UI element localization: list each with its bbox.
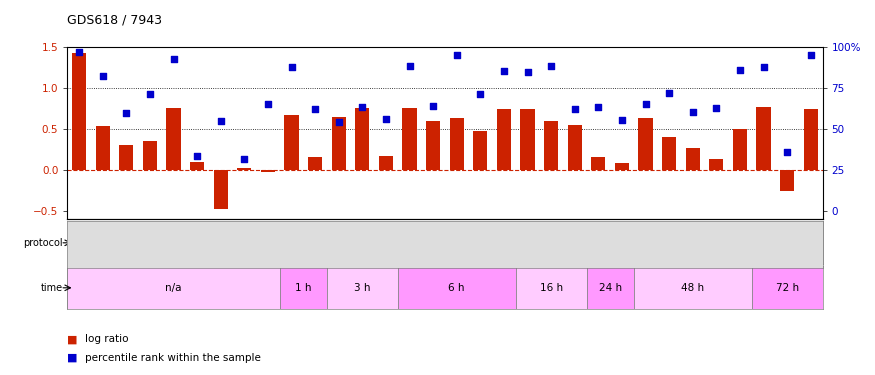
Bar [639,118,653,170]
Point [426,103,440,109]
Point [686,109,700,115]
Point [379,116,393,122]
Text: percentile rank within the sample: percentile rank within the sample [85,353,261,363]
Point [284,64,298,70]
Bar [209,221,280,264]
Bar [72,54,87,170]
Bar [398,266,515,309]
Bar [592,157,605,170]
Bar [615,163,629,170]
Bar [327,266,398,309]
Point [497,68,511,74]
Bar [379,156,393,170]
Bar [143,141,157,170]
Text: control: control [226,238,262,248]
Text: 24 h: 24 h [598,283,621,293]
Point [544,63,558,69]
Text: 1 h: 1 h [295,283,311,293]
Bar [119,146,134,170]
Bar [332,117,346,170]
Bar [67,221,209,264]
Point [214,118,228,124]
Text: protocol: protocol [24,238,63,248]
Bar [515,266,586,309]
Point [662,90,676,96]
Text: time: time [41,283,63,293]
Point [237,156,251,162]
Text: hemorrhage: hemorrhage [519,238,583,248]
Bar [544,121,558,170]
Text: ■: ■ [67,334,78,344]
Point [473,91,487,97]
Point [568,106,582,112]
Point [733,67,747,73]
Point [190,153,204,159]
Bar [780,170,794,190]
Bar [214,170,228,209]
Bar [634,266,752,309]
Point [639,101,653,107]
Point [308,106,322,112]
Point [72,49,86,55]
Bar [710,159,724,170]
Text: GDS618 / 7943: GDS618 / 7943 [67,13,163,26]
Text: 72 h: 72 h [775,283,799,293]
Bar [473,132,487,170]
Text: 6 h: 6 h [449,283,465,293]
Text: n/a: n/a [165,283,182,293]
Point [757,64,771,70]
Bar [521,109,535,170]
Bar [308,157,322,170]
Bar [67,266,280,309]
Text: ■: ■ [67,353,78,363]
Bar [586,266,634,309]
Point [780,149,794,155]
Point [521,69,535,75]
Point [119,110,133,116]
Point [710,105,724,111]
Bar [261,170,275,172]
Bar [803,109,818,170]
Bar [686,148,700,170]
Text: 3 h: 3 h [354,283,371,293]
Bar [95,126,110,170]
Bar [166,108,180,170]
Text: sham: sham [124,238,152,248]
Point [402,63,416,69]
Point [166,56,180,62]
Bar [752,266,822,309]
Point [332,118,346,124]
Bar [355,108,369,170]
Bar [733,129,747,170]
Bar [426,121,440,170]
Bar [237,168,251,170]
Bar [402,108,416,170]
Bar [190,162,204,170]
Bar [568,125,582,170]
Bar [280,221,822,264]
Bar [284,115,298,170]
Point [804,52,818,58]
Point [592,104,605,110]
Bar [497,109,511,170]
Text: log ratio: log ratio [85,334,129,344]
Point [95,73,109,79]
Point [615,117,629,123]
Bar [450,118,464,170]
Point [261,101,275,107]
Text: 16 h: 16 h [540,283,563,293]
Point [143,91,157,97]
Point [355,104,369,110]
Point [450,52,464,58]
Bar [756,107,771,170]
Bar [662,137,676,170]
Text: 48 h: 48 h [681,283,704,293]
Bar [280,266,327,309]
